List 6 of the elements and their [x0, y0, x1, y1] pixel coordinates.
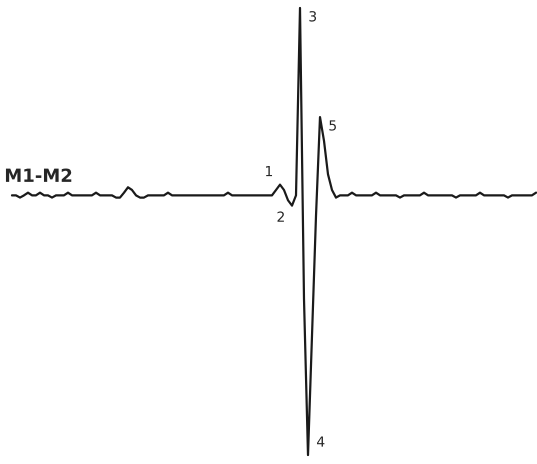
annotation: M1-M2: [6, 168, 72, 182]
annotation: 1: [266, 166, 272, 176]
annotation: 3: [309, 11, 316, 22]
annotation: 5: [329, 120, 336, 131]
annotation: 2: [277, 211, 284, 222]
annotation: 4: [317, 436, 324, 447]
